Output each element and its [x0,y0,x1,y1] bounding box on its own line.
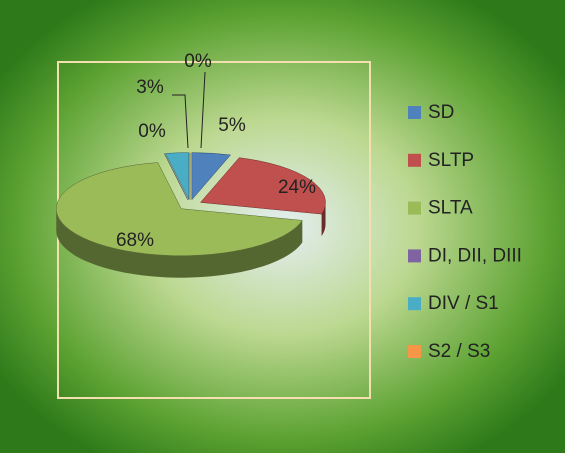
leader-line [172,94,189,149]
data-label: 68% [116,230,154,251]
slice-side [56,208,303,278]
legend-swatch [408,153,421,167]
legend-swatch [408,249,421,263]
data-label: 0% [138,121,166,142]
legend-swatch [408,345,421,358]
legend-label: DI, DII, DIII [428,245,522,266]
legend-label: S2 / S3 [428,341,490,362]
data-label: 3% [136,77,164,98]
legend-swatch [408,201,421,215]
legend-label: DIV / S1 [428,293,499,314]
slice-side [321,202,326,237]
legend-swatch [408,106,421,119]
legend-label: SLTA [428,198,473,219]
legend-label: SD [428,102,454,123]
leader-line [200,71,206,149]
pie-slice [56,162,303,256]
data-label: 24% [278,177,316,198]
data-label: 5% [218,115,246,136]
data-label: 0% [184,51,212,72]
legend-swatch [408,297,421,311]
pie-slice [200,157,326,215]
legend-label: SLTP [428,150,474,171]
pie-slice [165,152,190,200]
pie-slice [191,152,231,201]
